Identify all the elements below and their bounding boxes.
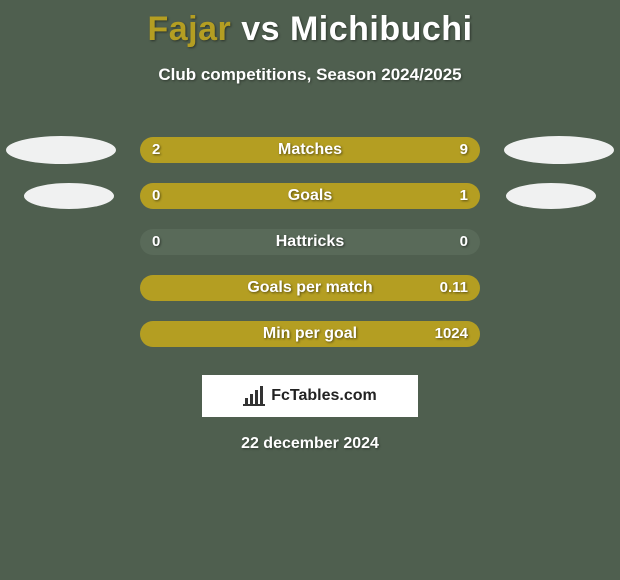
stats-container: Matches29Goals01Hattricks00Goals per mat…	[0, 127, 620, 357]
bar-track	[140, 321, 480, 347]
subtitle: Club competitions, Season 2024/2025	[0, 65, 620, 85]
stat-value-right: 0.11	[440, 275, 468, 301]
player-a-name: Fajar	[147, 10, 231, 48]
bar-track	[140, 137, 480, 163]
bar-fill-right	[140, 321, 480, 347]
stat-row: Min per goal1024	[0, 311, 620, 357]
date-text: 22 december 2024	[0, 435, 620, 453]
stat-value-left: 0	[152, 229, 160, 255]
stat-value-right: 1	[460, 183, 468, 209]
stat-value-right: 1024	[435, 321, 468, 347]
player-b-name: Michibuchi	[290, 10, 473, 48]
bar-fill-right	[140, 183, 480, 209]
stat-value-right: 9	[460, 137, 468, 163]
stat-value-left: 2	[152, 137, 160, 163]
vs-text: vs	[241, 10, 280, 48]
avatar-right	[506, 183, 596, 209]
page-title: Fajar vs Michibuchi	[0, 0, 620, 49]
bar-fill-right	[201, 137, 480, 163]
stat-row: Hattricks00	[0, 219, 620, 265]
bar-fill-right	[140, 275, 480, 301]
avatar-right	[504, 136, 614, 164]
chart-icon	[243, 386, 265, 406]
bar-track	[140, 183, 480, 209]
stat-row: Goals per match0.11	[0, 265, 620, 311]
stat-row: Matches29	[0, 127, 620, 173]
brand-text: FcTables.com	[271, 387, 377, 405]
bar-track	[140, 229, 480, 255]
brand-badge: FcTables.com	[202, 375, 418, 417]
stat-row: Goals01	[0, 173, 620, 219]
bar-track	[140, 275, 480, 301]
stat-value-right: 0	[460, 229, 468, 255]
avatar-left	[24, 183, 114, 209]
avatar-left	[6, 136, 116, 164]
bar-fill-left	[140, 137, 201, 163]
stat-value-left: 0	[152, 183, 160, 209]
